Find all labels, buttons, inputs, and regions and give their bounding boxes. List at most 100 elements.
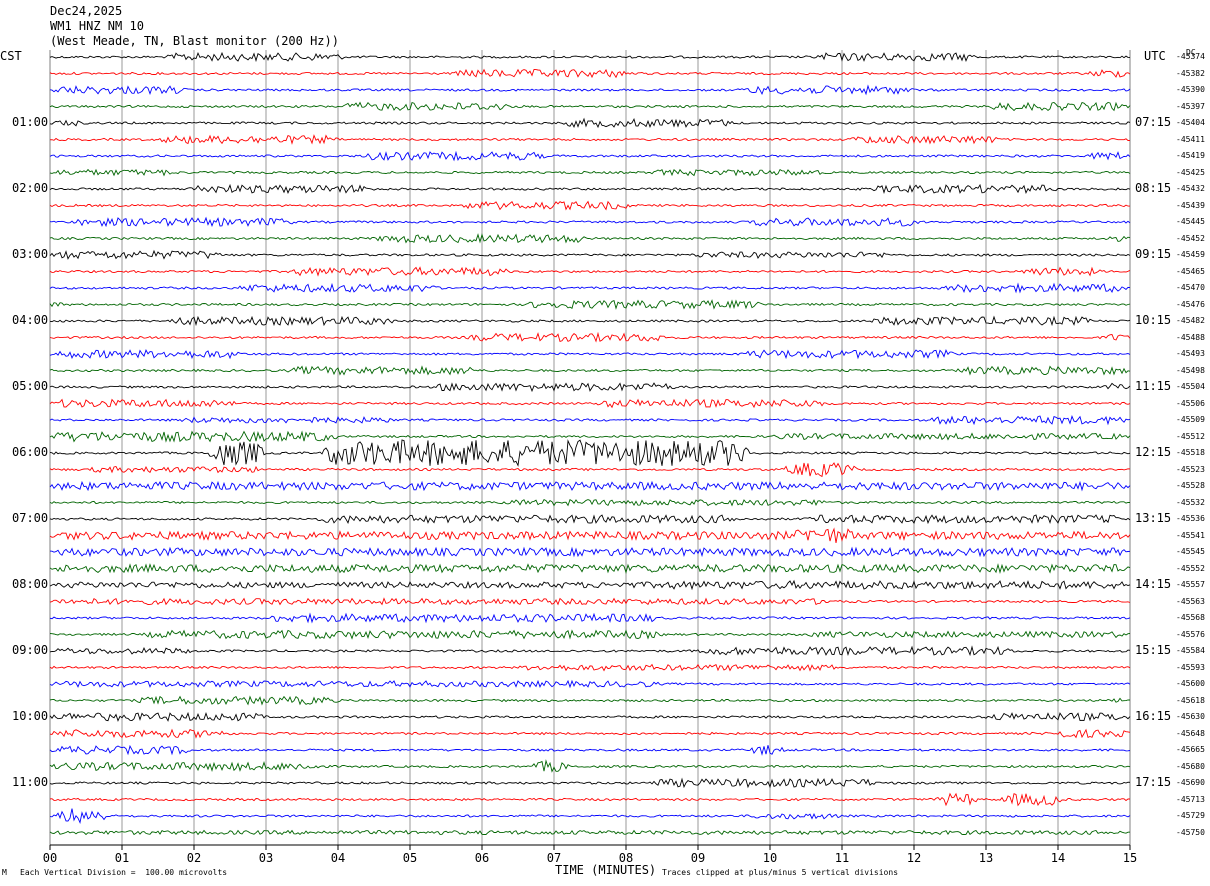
right-hour-label: 14:15 — [1135, 577, 1172, 591]
trace-6 — [49, 150, 1131, 162]
dc-offset-label: -45404 — [1176, 118, 1205, 127]
dc-offset-label: -45390 — [1176, 85, 1205, 94]
trace-10 — [49, 216, 1131, 228]
dc-offset-label: -45470 — [1176, 283, 1205, 292]
trace-0 — [49, 51, 1131, 63]
header-station: WM1 HNZ NM 10 — [50, 19, 144, 33]
trace-29 — [49, 527, 1131, 543]
trace-19 — [49, 365, 1131, 376]
trace-43 — [49, 759, 1131, 773]
right-hour-label: 12:15 — [1135, 445, 1172, 459]
right-hour-label: 17:15 — [1135, 775, 1172, 789]
left-hour-label: 01:00 — [12, 115, 49, 129]
trace-26 — [49, 480, 1131, 492]
x-tick-label-03: 03 — [259, 851, 273, 865]
trace-41 — [49, 728, 1131, 739]
x-tick-label-06: 06 — [475, 851, 489, 865]
trace-42 — [49, 744, 1131, 756]
right-hour-label: 08:15 — [1135, 181, 1172, 195]
dc-offset-label: -45452 — [1176, 233, 1205, 243]
trace-46 — [49, 808, 1131, 824]
dc-offset-label: -45750 — [1176, 827, 1205, 837]
clip-note: Traces clipped at plus/minus 5 vertical … — [662, 868, 899, 877]
dc-offset-label: -45532 — [1176, 497, 1205, 507]
dc-offset-label: -45568 — [1176, 613, 1205, 622]
x-tick-label-08: 08 — [619, 851, 633, 865]
trace-5 — [49, 134, 1131, 145]
left-hour-label: 08:00 — [12, 577, 49, 591]
dc-offset-label: -45374 — [1176, 52, 1205, 61]
trace-12 — [49, 249, 1131, 260]
left-hour-label: 06:00 — [12, 445, 49, 459]
trace-40 — [49, 711, 1131, 722]
trace-44 — [49, 777, 1131, 789]
trace-15 — [49, 299, 1131, 310]
right-hour-label: 13:15 — [1135, 511, 1172, 525]
dc-offset-label: -45665 — [1176, 745, 1205, 754]
left-hour-label: 11:00 — [12, 775, 49, 789]
x-tick-label-00: 00 — [43, 851, 57, 865]
trace-3 — [49, 101, 1131, 112]
x-tick-label-01: 01 — [115, 851, 129, 865]
x-tick-label-04: 04 — [331, 851, 345, 865]
trace-1 — [49, 68, 1131, 79]
dc-label: DC — [1186, 48, 1196, 57]
right-hour-label: 16:15 — [1135, 709, 1172, 723]
trace-22 — [49, 415, 1131, 426]
left-hour-label: 03:00 — [12, 247, 49, 261]
dc-offset-label: -45397 — [1176, 101, 1205, 111]
dc-offset-label: -45504 — [1176, 382, 1205, 391]
trace-23 — [49, 430, 1131, 443]
header-date: Dec24,2025 — [50, 4, 123, 18]
trace-14 — [49, 282, 1131, 294]
dc-offset-label: -45541 — [1176, 530, 1205, 540]
right-hour-label: 09:15 — [1135, 247, 1172, 261]
trace-35 — [49, 629, 1131, 640]
left-hour-label: 05:00 — [12, 379, 49, 393]
x-tick-label-14: 14 — [1051, 851, 1065, 865]
trace-8 — [49, 183, 1131, 195]
dc-offset-label: -45432 — [1176, 184, 1205, 193]
dc-offset-label: -45618 — [1176, 695, 1205, 705]
seismic-traces — [49, 51, 1131, 836]
minute-gridlines — [49, 50, 1131, 845]
trace-30 — [49, 546, 1131, 558]
corner-mark: M — [2, 868, 7, 877]
trace-25 — [49, 462, 1131, 478]
trace-31 — [49, 563, 1131, 574]
trace-47 — [49, 829, 1131, 836]
x-tick-label-02: 02 — [187, 851, 201, 865]
x-axis: 00 01 02 03 04 05 06 07 08 09 10 11 12 13 14 15 — [43, 844, 1137, 865]
dc-offset-label: -45713 — [1176, 794, 1205, 804]
trace-32 — [49, 579, 1131, 591]
scale-note: Each Vertical Division = 100.00 microvol… — [20, 868, 228, 877]
left-hour-label: 02:00 — [12, 181, 49, 195]
dc-offset-label: -45690 — [1176, 778, 1205, 787]
trace-34 — [49, 612, 1131, 624]
dc-offset-label: -45536 — [1176, 514, 1205, 523]
dc-offset-label: -45488 — [1176, 332, 1205, 342]
left-timezone-label: CST — [0, 49, 22, 63]
trace-16 — [49, 315, 1131, 327]
dc-offset-label: -45576 — [1176, 629, 1205, 639]
right-hour-label: 07:15 — [1135, 115, 1172, 129]
dc-offset-label: -45557 — [1176, 580, 1205, 589]
trace-2 — [49, 84, 1131, 96]
left-hour-label: 04:00 — [12, 313, 49, 327]
right-timezone-label: UTC — [1144, 49, 1166, 63]
trace-33 — [49, 597, 1131, 606]
dc-offset-label: -45545 — [1176, 547, 1205, 556]
x-tick-label-09: 09 — [691, 851, 705, 865]
trace-13 — [49, 266, 1131, 277]
dc-offset-label: -45563 — [1176, 596, 1205, 606]
left-hour-label: 07:00 — [12, 511, 49, 525]
dc-offset-label: -45382 — [1176, 68, 1205, 78]
dc-offset-label: -45584 — [1176, 646, 1205, 655]
dc-offset-label: -45523 — [1176, 464, 1205, 474]
dc-offset-label: -45493 — [1176, 349, 1205, 358]
trace-7 — [49, 168, 1131, 177]
x-tick-label-15: 15 — [1123, 851, 1137, 865]
dc-offset-label: -45680 — [1176, 761, 1205, 771]
trace-11 — [49, 233, 1131, 244]
